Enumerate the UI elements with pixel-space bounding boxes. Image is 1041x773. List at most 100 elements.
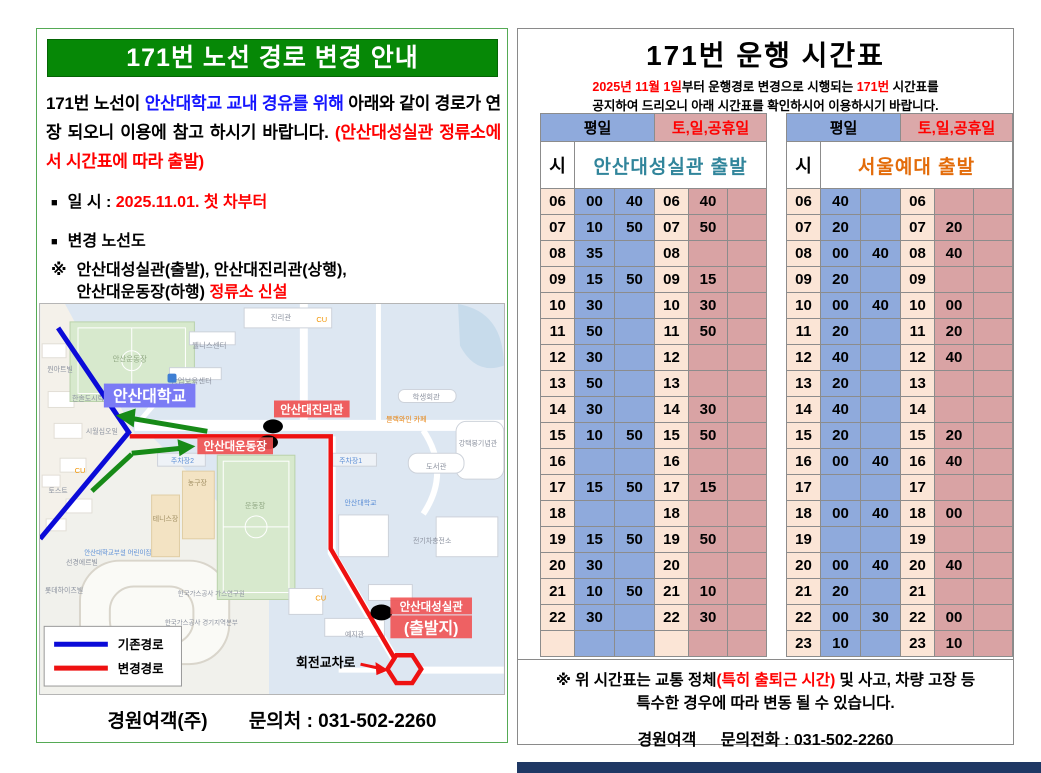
new-stops-red: 정류소 신설 [209,283,288,301]
timetable-cell: 14 [654,396,689,423]
timetable-row: 07 20 07 20 [786,214,1013,241]
timetable-cell: 20 [900,552,935,579]
timetable-cell: 20 [820,318,861,345]
timetable-cell: 20 [820,266,861,293]
timetable-cell: 50 [614,578,655,605]
map-minor-label: 운동장 [245,500,266,510]
timetable-cell: 50 [614,474,655,501]
route-map-container: 진리관 CU 웰니스센터 창업보육센터 안산운동장 원아트빌 한솔도시락 시월십오일 CU 토스트… [38,303,505,695]
timetable-cell: 15 [786,422,821,449]
timetable-cell [820,474,861,501]
bullet-square-icon: ■ [51,197,58,209]
notice-bullets: ■ 일 시 : 2025.11.01. 첫 차부터 ■ 변경 노선도 ※ 안산대… [51,192,501,303]
timetable-cell: 50 [614,422,655,449]
timetable-cell: 15 [688,266,728,293]
timetable-cell: 06 [900,188,935,215]
timetable-cell: 07 [540,214,575,241]
timetable-cell: 35 [574,240,615,267]
timetable-cell [934,578,974,605]
timetable-cell: 00 [820,552,861,579]
timetable-cell: 13 [654,370,689,397]
map-minor-label: 농구장 [188,478,208,487]
timetable-cell: 00 [934,292,974,319]
timetable-cell [688,448,728,475]
intro-text: 아래와 같이 경로가 연장 되오니 이용에 참고 하시기 바랍니다. [46,94,501,143]
timetable-cell: 21 [786,578,821,605]
timetable-cell [727,370,767,397]
timetable-cell: 08 [654,240,689,267]
bullet-date: ■ 일 시 : 2025.11.01. 첫 차부터 [51,192,501,214]
timetable-cell: 21 [900,578,935,605]
timetable-cell: 19 [786,526,821,553]
timetable-cell: 20 [820,422,861,449]
date-label: 일 시 : [67,194,116,211]
timetable-cell [727,188,767,215]
bus-stop-icon [167,373,177,383]
timetable-row: 12 30 12 [540,344,767,371]
timetable-row: 20 30 20 [540,552,767,579]
timetable-cell [688,344,728,371]
map-minor-label: 강택봉기념관 [459,438,498,447]
timetable-cell [860,344,901,371]
timetable-cell [973,214,1013,241]
changed-route-line [129,434,397,660]
right-footer: 경원여객 문의전화 : 031-502-2260 [518,729,1013,753]
timetable-cell [574,448,615,475]
svg-text:(출발지): (출발지) [404,619,459,637]
timetable-cell: 11 [900,318,935,345]
map-city-blocks [41,343,93,532]
timetable-cell: 17 [540,474,575,501]
timetable-cell: 50 [688,318,728,345]
timetable-cell [727,604,767,631]
timetable-cell [973,630,1013,657]
roundabout-hexagon [384,652,424,686]
timetable-cell [727,396,767,423]
timetable-cell [614,318,655,345]
timetable-row: 18 18 [540,500,767,527]
timetable-cell: 16 [540,448,575,475]
holiday-header: 토,일,공휴일 [900,113,1013,142]
timetable-row: 20 00 40 20 40 [786,552,1013,579]
timetable-cell: 40 [860,448,901,475]
timetable-cell: 15 [654,422,689,449]
timetable-cell [860,396,901,423]
timetable-row: 16 00 40 16 40 [786,448,1013,475]
timetable-row: 06 00 40 06 40 [540,188,767,215]
timetable-cell [860,370,901,397]
existing-route-line [38,326,132,541]
timetable-cell [614,370,655,397]
timetable-row: 18 00 40 18 00 [786,500,1013,527]
map-minor-label: 창업보육센터 [171,376,212,386]
map-legend: 기존경로 변경경로 [43,625,182,687]
timetable-cell: 10 [654,292,689,319]
svg-text:안산대운동장: 안산대운동장 [204,439,268,453]
timetable-cell [860,214,901,241]
timetable-cell: 15 [900,422,935,449]
svg-text:안산대학교: 안산대학교 [113,388,187,406]
map-minor-label: 시월십오일 [86,426,118,435]
timetable-cell: 50 [574,318,615,345]
subtitle-date-red: 2025년 11월 1일 [592,80,682,94]
timetable-cell: 30 [574,552,615,579]
timetable-row: 12 40 12 40 [786,344,1013,371]
timetable-row: 10 30 10 30 [540,292,767,319]
timetable-cell: 18 [786,500,821,527]
timetable-cell [860,630,901,657]
timetable-cell [727,630,767,657]
reference-mark-icon: ※ [51,262,67,279]
timetable-cell: 40 [820,396,861,423]
timetable-seoularts: 평일 토,일,공휴일 시 서울예대 출발 06 40 06 07 20 07 20 08 00 4… [786,113,1013,657]
timetable-cell [688,630,728,657]
timetable-row: 15 10 50 15 50 [540,422,767,449]
timetable-cell [820,526,861,553]
timetable-cell: 14 [540,396,575,423]
timetable-cell [934,396,974,423]
timetable-cell [727,266,767,293]
timetable-cell: 40 [934,344,974,371]
timetable-cell: 20 [820,370,861,397]
timetable-panel: 171번 운행 시간표 2025년 11월 1일부터 운행경로 변경으로 시행되… [517,28,1014,749]
timetable-cell: 15 [540,422,575,449]
timetable-cell: 50 [688,214,728,241]
timetable-cell: 18 [654,500,689,527]
